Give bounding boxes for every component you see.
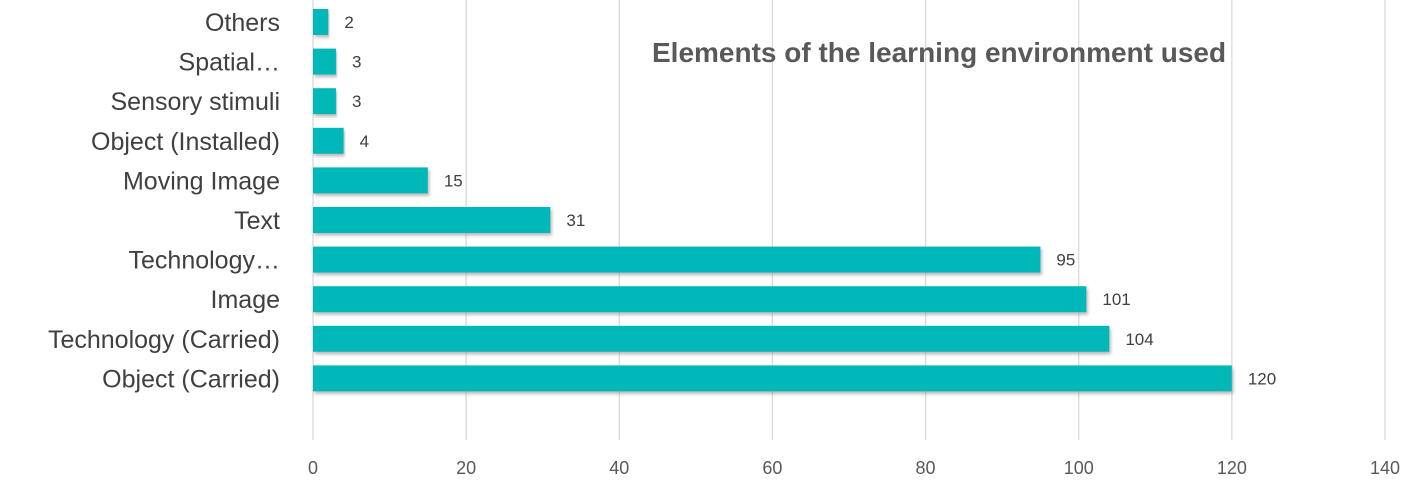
data-label: 3 <box>352 92 361 111</box>
category-label: Spatial… <box>179 49 280 77</box>
data-label: 104 <box>1125 330 1153 349</box>
data-label: 15 <box>444 171 463 190</box>
data-labels: 2 3 3 4 15 31 95 101 104 120 <box>344 13 1276 388</box>
x-tick-label: 140 <box>1370 458 1400 477</box>
bars <box>313 9 1232 392</box>
x-tick-label: 80 <box>916 458 936 477</box>
data-label: 3 <box>352 53 361 72</box>
category-label: Moving Image <box>123 167 280 195</box>
x-tick-label: 60 <box>762 458 782 477</box>
category-label: Technology… <box>129 247 280 275</box>
bar <box>313 325 1110 352</box>
category-label: Others <box>205 9 280 37</box>
chart-title: Elements of the learning environment use… <box>652 37 1226 68</box>
x-axis-ticks: 0 20 40 60 80 100 120 140 <box>308 458 1400 478</box>
bar <box>313 88 336 115</box>
bar <box>313 365 1232 392</box>
category-label: Image <box>211 286 280 314</box>
data-label: 4 <box>360 132 369 151</box>
data-label: 120 <box>1248 369 1276 388</box>
x-tick-label: 20 <box>456 458 476 477</box>
category-label: Text <box>234 207 280 235</box>
bar <box>313 9 329 35</box>
data-label: 31 <box>566 211 585 230</box>
x-tick-label: 40 <box>609 458 629 477</box>
x-tick-label: 0 <box>308 458 318 477</box>
x-tick-label: 100 <box>1064 458 1094 477</box>
bar <box>313 48 336 75</box>
data-label: 2 <box>344 13 353 32</box>
category-label: Object (Carried) <box>102 365 280 393</box>
bar <box>313 286 1087 313</box>
data-label: 95 <box>1056 251 1075 270</box>
bar <box>313 127 344 154</box>
x-tick-label: 120 <box>1217 458 1247 477</box>
bar <box>313 246 1041 273</box>
gridlines <box>312 0 1386 440</box>
category-label: Sensory stimuli <box>111 88 281 116</box>
bar <box>313 167 428 194</box>
data-label: 101 <box>1102 290 1130 309</box>
category-label: Technology (Carried) <box>48 326 280 354</box>
bar <box>313 207 551 233</box>
category-labels: Others Spatial… Sensory stimuli Object (Ins… <box>48 9 280 393</box>
category-label: Object (Installed) <box>91 128 280 156</box>
